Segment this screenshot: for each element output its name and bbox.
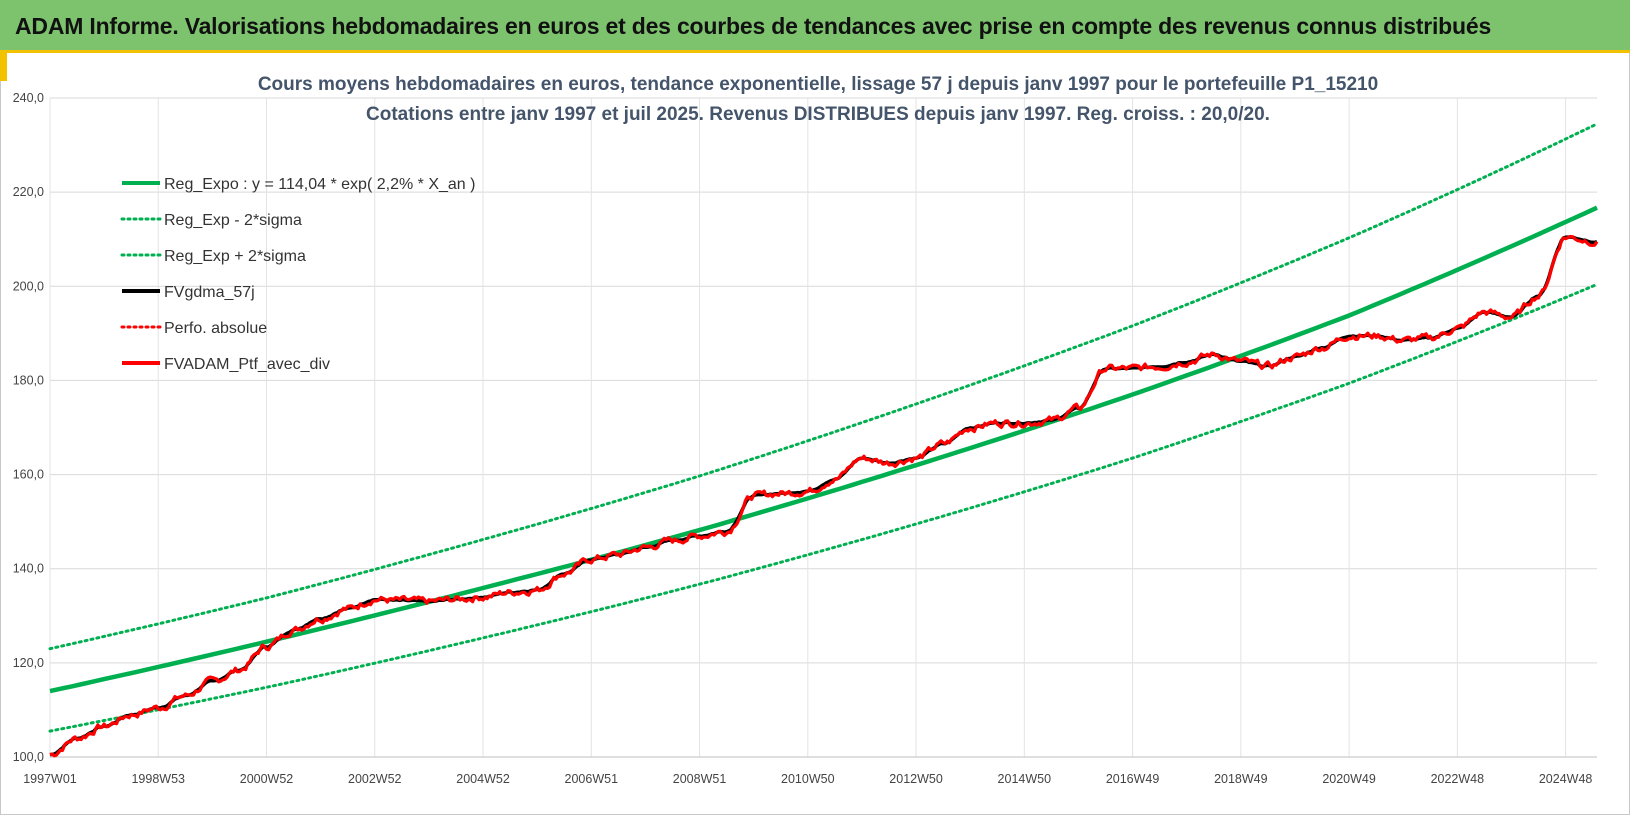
- x-tick-label: 2014W50: [998, 772, 1052, 786]
- series-reg-minus-2sigma: [48, 282, 1599, 733]
- y-tick-label: 240,0: [13, 91, 44, 105]
- y-tick-label: 100,0: [13, 750, 44, 764]
- series-reg-expo: [49, 205, 1598, 694]
- banner-accent: [0, 53, 7, 81]
- x-tick-label: 2016W49: [1106, 772, 1160, 786]
- chart-title: Cours moyens hebdomadaires en euros, ten…: [258, 74, 1378, 125]
- series-reg-plus-2sigma: [48, 122, 1599, 651]
- y-tick-label: 160,0: [13, 468, 44, 482]
- x-tick-label: 2010W50: [781, 772, 835, 786]
- legend-item-label: FVgdma_57j: [164, 284, 255, 301]
- page-title: ADAM Informe. Valorisations hebdomadaire…: [15, 13, 1492, 39]
- x-tick-label: 2012W50: [889, 772, 943, 786]
- x-tick-label: 1997W01: [23, 772, 77, 786]
- x-tick-label: 1998W53: [131, 772, 185, 786]
- legend-item-label: Reg_Exp - 2*sigma: [164, 212, 302, 229]
- chart-legend: Reg_Expo : y = 114,04 * exp( 2,2% * X_an…: [120, 176, 475, 373]
- legend-item-label: Perfo. absolue: [164, 320, 267, 337]
- y-axis-labels: 100,0 120,0 140,0 160,0 180,0 200,0 220,0 240,0: [13, 91, 44, 764]
- x-tick-label: 2008W51: [673, 772, 727, 786]
- chart-grid: [49, 97, 1597, 758]
- y-tick-label: 220,0: [13, 185, 44, 199]
- x-tick-label: 2000W52: [240, 772, 294, 786]
- legend-item-label: Reg_Expo : y = 114,04 * exp( 2,2% * X_an…: [164, 176, 475, 193]
- series-fvadam-ptf-avec-div: [49, 234, 1599, 758]
- x-tick-label: 2022W48: [1431, 772, 1485, 786]
- legend-item-label: FVADAM_Ptf_avec_div: [164, 356, 330, 373]
- x-tick-label: 2018W49: [1214, 772, 1268, 786]
- x-tick-label: 2006W51: [565, 772, 619, 786]
- y-tick-label: 200,0: [13, 279, 44, 293]
- y-tick-label: 180,0: [13, 373, 44, 387]
- y-tick-label: 120,0: [13, 656, 44, 670]
- x-tick-label: 2004W52: [456, 772, 510, 786]
- x-tick-label: 2024W48: [1539, 772, 1593, 786]
- header-banner: ADAM Informe. Valorisations hebdomadaire…: [0, 0, 1630, 53]
- x-tick-label: 2020W49: [1322, 772, 1376, 786]
- legend-item-label: Reg_Exp + 2*sigma: [164, 248, 306, 265]
- chart-title-line-1: Cours moyens hebdomadaires en euros, ten…: [258, 74, 1378, 95]
- chart-title-line-2: Cotations entre janv 1997 et juil 2025. …: [366, 104, 1270, 125]
- x-axis-labels: 1997W01 1998W53 2000W52 2002W52 2004W52 2006W…: [23, 772, 1592, 786]
- chart-series: [48, 122, 1599, 758]
- x-tick-label: 2002W52: [348, 772, 402, 786]
- y-tick-label: 140,0: [13, 562, 44, 576]
